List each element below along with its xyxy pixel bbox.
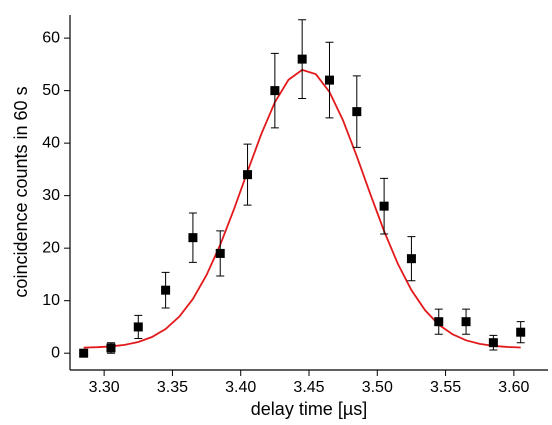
data-point [324, 75, 334, 85]
data-point [488, 338, 498, 348]
y-tick-label: 60 [42, 29, 60, 46]
data-point [516, 327, 526, 337]
x-tick-label: 3.30 [89, 379, 120, 396]
x-tick-label: 3.40 [225, 379, 256, 396]
data-point [79, 348, 89, 358]
x-tick-label: 3.50 [362, 379, 393, 396]
data-point [215, 248, 225, 258]
data-point [270, 86, 280, 96]
data-point [352, 107, 362, 117]
x-tick-label: 3.55 [430, 379, 461, 396]
y-tick-label: 0 [51, 344, 60, 361]
data-point [188, 233, 198, 243]
x-tick-label: 3.35 [157, 379, 188, 396]
y-tick-label: 10 [42, 292, 60, 309]
y-tick-label: 30 [42, 187, 60, 204]
x-tick-label: 3.60 [498, 379, 529, 396]
y-tick-label: 20 [42, 239, 60, 256]
y-tick-label: 40 [42, 134, 60, 151]
data-point [243, 170, 253, 180]
data-point [406, 254, 416, 264]
data-point [461, 317, 471, 327]
data-point [379, 201, 389, 211]
data-point [434, 317, 444, 327]
y-tick-label: 50 [42, 82, 60, 99]
fit-curve [83, 68, 521, 349]
x-axis-title: delay time [µs] [251, 399, 367, 419]
data-point [161, 285, 171, 295]
data-point [297, 54, 307, 64]
data-point [106, 343, 116, 353]
y-axis-title: coincidence counts in 60 s [11, 86, 31, 297]
x-tick-label: 3.45 [293, 379, 324, 396]
data-point [133, 322, 143, 332]
